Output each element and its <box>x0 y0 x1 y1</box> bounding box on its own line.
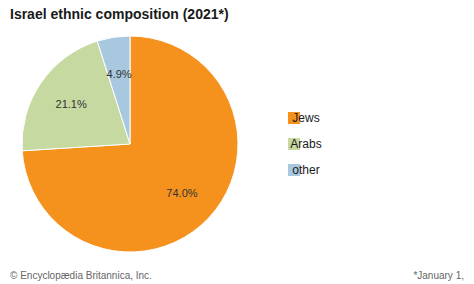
svg-text:Jews: Jews <box>292 111 319 125</box>
svg-text:4.9%: 4.9% <box>107 68 132 80</box>
html-text:Israel ethnic composition (202: Israel ethnic composition (2021*) <box>10 6 229 22</box>
svg-text:74.0%: 74.0% <box>166 187 197 199</box>
svg-text:21.1%: 21.1% <box>56 98 87 110</box>
html-text:*January 1,: *January 1, <box>413 269 464 281</box>
svg-text:other: other <box>292 163 319 177</box>
html-text:© Encyclopædia Britannica, Inc: © Encyclopædia Britannica, Inc. <box>10 269 152 281</box>
svg-text:Arabs: Arabs <box>290 137 321 151</box>
